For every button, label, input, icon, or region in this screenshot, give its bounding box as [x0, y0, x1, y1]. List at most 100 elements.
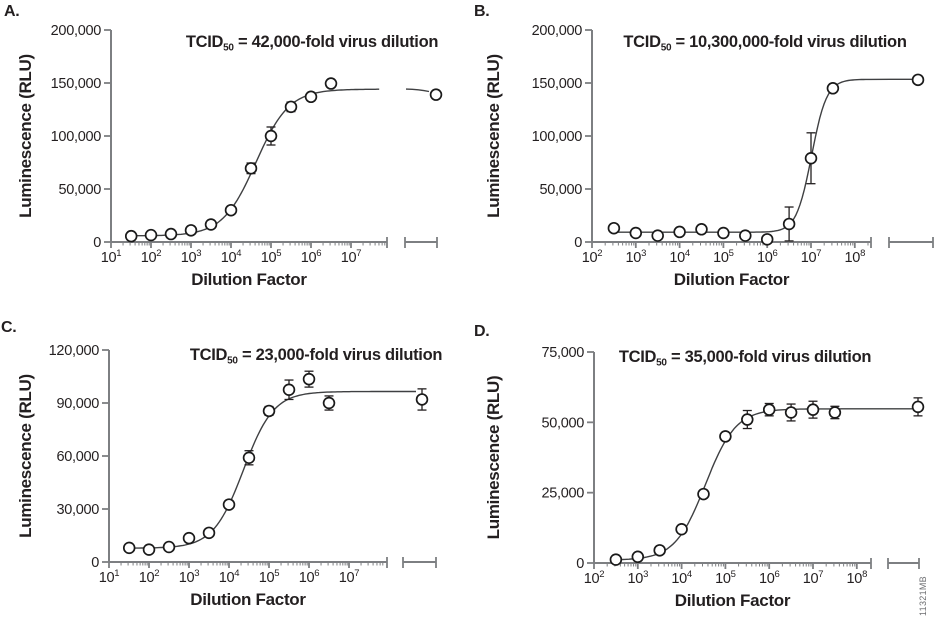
data-point: [695, 223, 708, 236]
data-point: [282, 383, 296, 396]
data-point: [607, 221, 621, 235]
y-tick-label: 0: [576, 556, 584, 572]
data-point: [741, 413, 754, 426]
data-point: [184, 224, 198, 237]
fit-curve-after-break: [405, 88, 430, 93]
y-tick-label: 60,000: [56, 449, 99, 465]
panel-title: TCID50 = 35,000-fold virus dilution: [619, 348, 872, 369]
data-point: [122, 541, 136, 555]
data-point: [911, 400, 925, 414]
data-point: [675, 522, 688, 536]
x-tick-label: 107: [339, 568, 360, 586]
y-tick-label: 50,000: [539, 182, 582, 198]
data-point: [784, 406, 798, 419]
x-tick-label: 103: [628, 569, 649, 587]
data-point: [828, 406, 842, 419]
x-tick-label: 105: [715, 569, 736, 587]
y-tick-label: 200,000: [51, 23, 102, 39]
panel-title: TCID50 = 42,000-fold virus dilution: [186, 33, 439, 54]
x-tick-label: 105: [259, 568, 280, 586]
data-point: [629, 226, 643, 240]
panel-A: 0 50,000 100,000 150,000 200,000 101 102 103 104…: [0, 0, 468, 312]
y-tick-label: 200,000: [532, 23, 583, 39]
y-tick-label: 30,000: [56, 502, 99, 518]
y-axis-title: Luminescence (RLU): [484, 54, 503, 218]
x-tick-label: 101: [101, 248, 122, 266]
y-tick-label: 0: [91, 555, 99, 571]
chart-B: 0 50,000 100,000 150,000 200,000 102 103 104 105…: [474, 3, 934, 289]
data-point: [222, 498, 236, 511]
x-axis-title: Dilution Factor: [190, 590, 306, 609]
x-tick-label: 106: [299, 568, 320, 586]
y-tick-label: 100,000: [532, 129, 583, 145]
x-tick-label: 105: [261, 248, 282, 266]
data-point: [429, 88, 443, 101]
data-point: [224, 203, 238, 217]
data-point: [242, 451, 256, 465]
x-tick-label: 102: [139, 568, 160, 586]
y-tick-label: 0: [93, 235, 101, 251]
data-point: [631, 550, 645, 564]
data-point: [609, 553, 623, 566]
data-point: [653, 544, 666, 557]
error-bars: [244, 370, 427, 466]
data-point: [739, 229, 752, 242]
panel-C: 0 30,000 60,000 90,000 120,000 101 102 103 104 10…: [0, 312, 468, 624]
y-tick-label: 150,000: [51, 76, 102, 92]
x-tick-label: 106: [757, 248, 778, 266]
data-point: [760, 233, 774, 246]
data-point: [911, 73, 925, 87]
x-axis-title: Dilution Factor: [191, 270, 307, 289]
x-tick-label: 104: [671, 569, 692, 587]
axes: 0 30,000 60,000 90,000 120,000 101 102 103 104 10…: [49, 343, 437, 586]
x-tick-label: 106: [759, 569, 780, 587]
data-point: [806, 403, 820, 416]
x-tick-label: 104: [669, 248, 690, 266]
axes: 0 50,000 100,000 150,000 200,000 101 102 103 104…: [51, 23, 438, 266]
x-tick-label: 103: [181, 248, 202, 266]
y-tick-label: 120,000: [49, 343, 100, 359]
x-tick-label: 108: [847, 569, 868, 587]
panel-label: C.: [1, 319, 16, 336]
data-point: [673, 225, 686, 239]
panel-B: 0 50,000 100,000 150,000 200,000 102 103 104 105…: [468, 0, 936, 312]
data-point: [826, 82, 840, 95]
data-point: [697, 487, 710, 501]
data-point: [651, 229, 664, 242]
x-tick-label: 107: [803, 569, 824, 587]
data-point: [415, 393, 429, 406]
panel-title: TCID50 = 10,300,000-fold virus dilution: [623, 33, 906, 54]
x-tick-label: 106: [301, 248, 322, 266]
x-tick-label: 102: [582, 248, 603, 266]
x-tick-label: 108: [845, 248, 866, 266]
data-point: [144, 228, 158, 242]
data-points: [607, 73, 925, 246]
x-axis-title: Dilution Factor: [674, 270, 790, 289]
x-tick-label: 102: [584, 569, 605, 587]
data-point: [284, 100, 298, 114]
y-tick-label: 50,000: [541, 415, 584, 431]
axes: 0 50,000 100,000 150,000 200,000 102 103 104 105…: [532, 23, 934, 266]
x-tick-label: 103: [626, 248, 647, 266]
data-points: [122, 372, 429, 556]
x-tick-label: 105: [713, 248, 734, 266]
panel-D: 0 25,000 50,000 75,000 102 103 104 105 106 107 108…: [468, 312, 936, 624]
data-point: [202, 526, 216, 540]
data-point: [782, 217, 796, 231]
y-axis-title: Luminescence (RLU): [484, 376, 503, 540]
data-point: [717, 226, 730, 240]
x-tick-label: 101: [99, 568, 120, 586]
panel-label: D.: [474, 323, 489, 340]
data-point: [162, 540, 176, 554]
panel-label: A.: [4, 3, 19, 20]
data-point: [124, 229, 138, 243]
x-tick-label: 102: [141, 248, 162, 266]
data-point: [302, 372, 316, 386]
x-tick-label: 107: [801, 248, 822, 266]
data-points: [609, 400, 925, 566]
axes: 0 25,000 50,000 75,000 102 103 104 105 106 107 108: [541, 345, 920, 587]
y-tick-label: 90,000: [56, 396, 99, 412]
data-points: [124, 77, 443, 243]
y-tick-label: 0: [574, 235, 582, 251]
